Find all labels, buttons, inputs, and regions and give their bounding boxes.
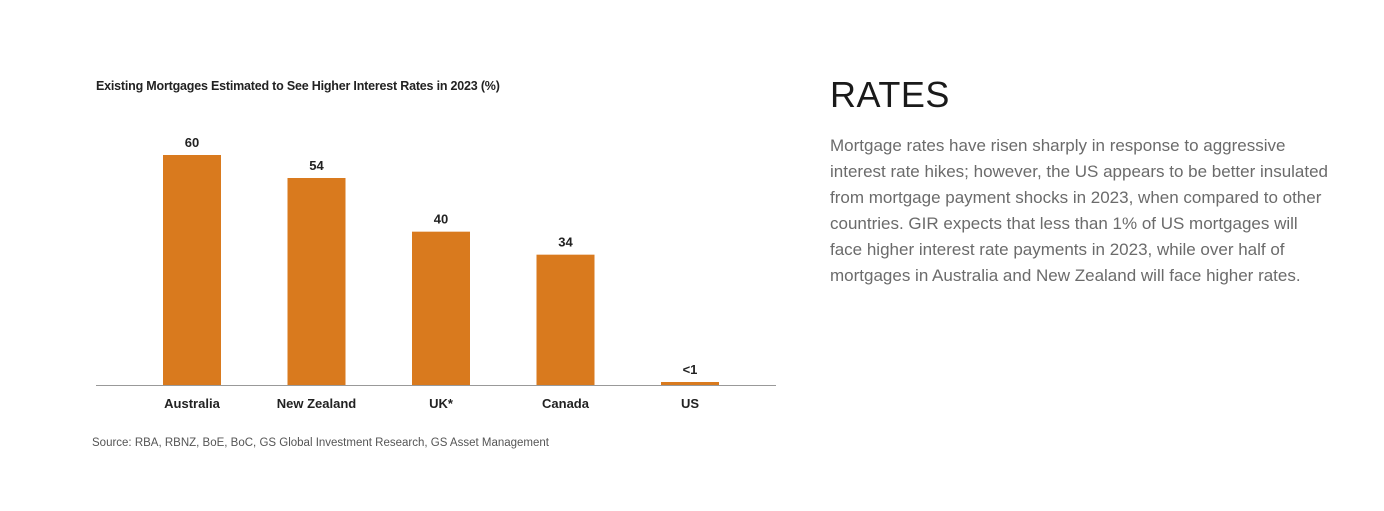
category-label: Canada (542, 396, 590, 411)
bar-australia (163, 155, 221, 385)
category-label: UK* (429, 396, 454, 411)
bar-us (661, 382, 719, 385)
data-label: 60 (185, 135, 199, 150)
data-label: 34 (558, 235, 573, 250)
category-label: New Zealand (277, 396, 357, 411)
bar-new-zealand (287, 178, 346, 385)
category-label: Australia (164, 396, 220, 411)
source-note: Source: RBA, RBNZ, BoE, BoC, GS Global I… (92, 437, 550, 449)
data-label: 40 (434, 212, 448, 227)
bar-canada (536, 254, 595, 385)
bar-chart: 60 Australia 54 New Zealand 40 UK* 34 Canada <1 U… (96, 135, 776, 411)
chart-title: Existing Mortgages Estimated to See High… (96, 79, 500, 93)
data-label: <1 (683, 362, 698, 377)
section-body: Mortgage rates have risen sharply in res… (830, 136, 1329, 285)
bar-uk (412, 231, 470, 385)
category-label: US (681, 396, 699, 411)
section-heading: RATES (830, 74, 950, 115)
data-label: 54 (309, 158, 324, 173)
